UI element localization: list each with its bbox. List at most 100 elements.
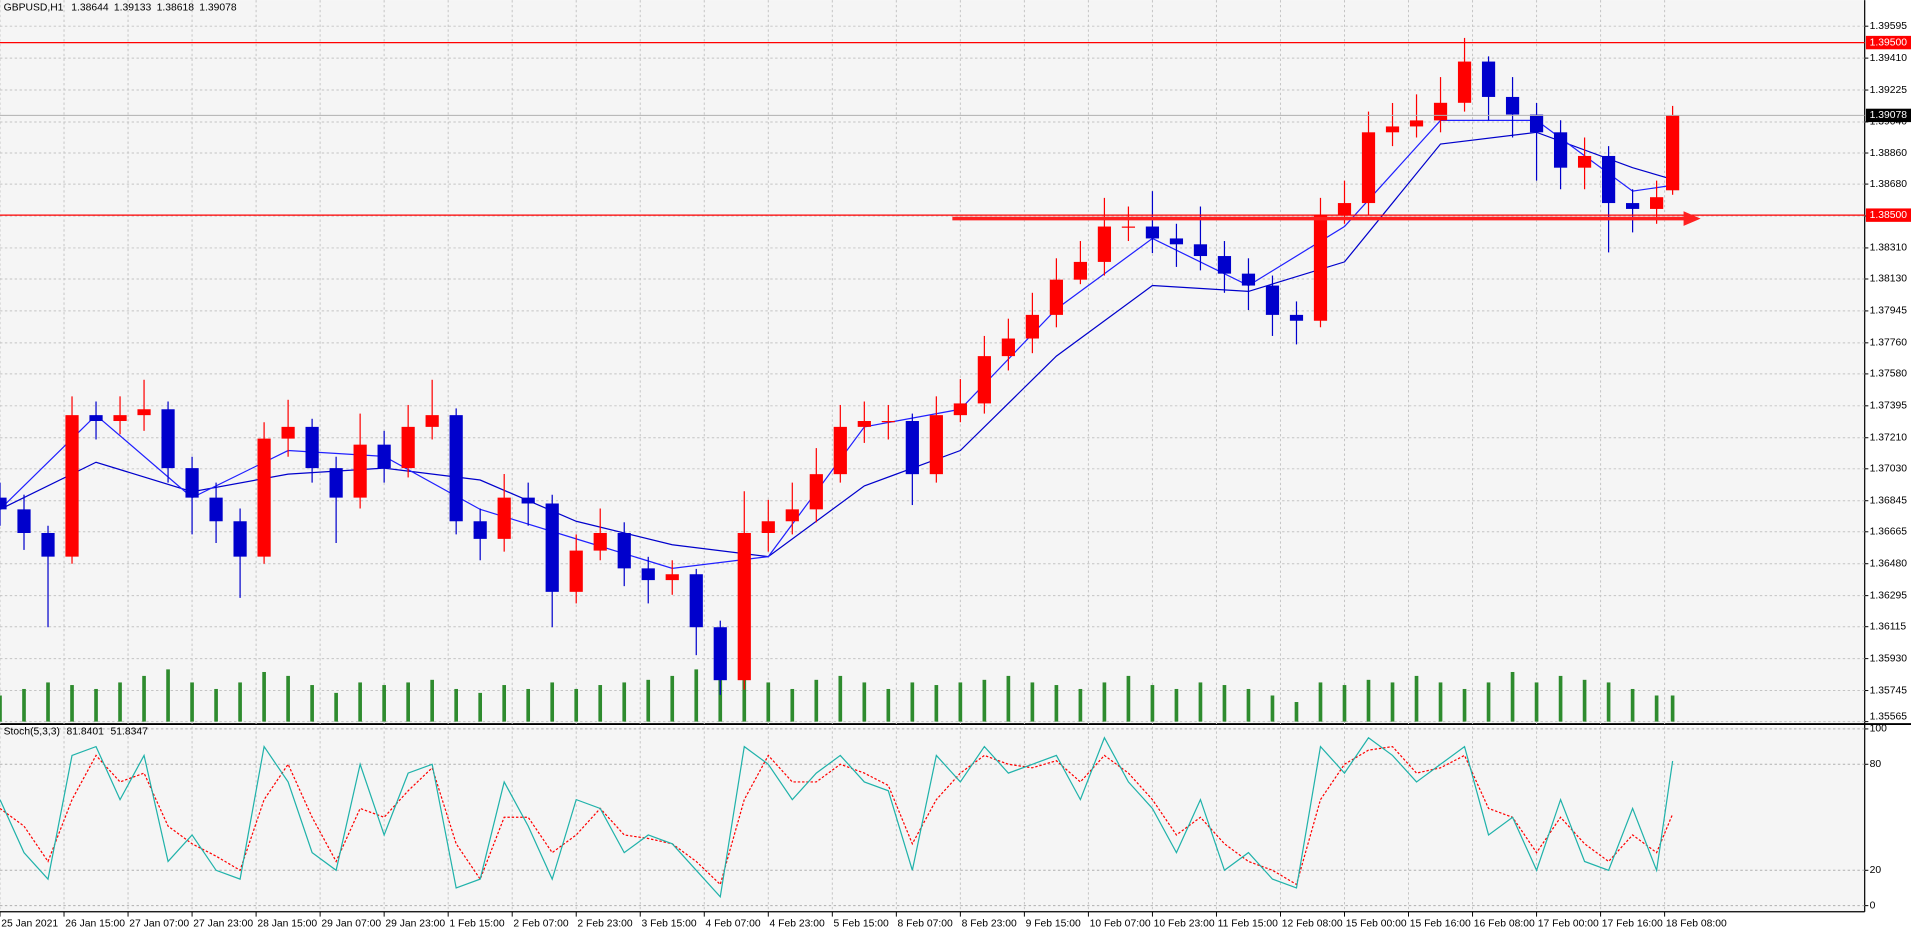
volume-bar — [1630, 688, 1635, 722]
volume-bar — [382, 685, 386, 722]
volume-bar — [262, 671, 266, 722]
y-tick-label: 1.37395 — [1870, 401, 1908, 412]
candle-body — [1121, 226, 1136, 228]
x-tick-label: 5 Feb 15:00 — [834, 919, 889, 930]
main-panel — [0, 0, 1865, 723]
candle-body — [329, 468, 343, 498]
x-tick-label: 16 Feb 08:00 — [1474, 919, 1535, 930]
candle-body — [737, 533, 751, 681]
stoch-tick-label: 0 — [1870, 900, 1876, 911]
symbol: GBPUSD,H1 — [4, 2, 64, 13]
candle-body — [953, 403, 967, 416]
candle-body — [905, 421, 919, 475]
y-tick-label: 1.35565 — [1870, 711, 1908, 722]
volume-bar — [1126, 675, 1131, 722]
candle-body — [353, 444, 367, 498]
x-tick-label: 17 Feb 00:00 — [1538, 919, 1599, 930]
candle-body — [641, 568, 655, 581]
candle-body — [569, 550, 583, 592]
volume-bar — [790, 688, 795, 722]
volume-bar — [1294, 702, 1299, 722]
candle-body — [1529, 114, 1544, 133]
candle-body — [1361, 132, 1376, 204]
volume-bar — [598, 685, 603, 722]
x-tick-label: 10 Feb 23:00 — [1154, 919, 1215, 930]
candle-body — [17, 509, 31, 533]
volume-bar — [22, 688, 26, 722]
stoch-d-last: 51.8347 — [110, 726, 148, 737]
y-tick-label: 1.35745 — [1870, 685, 1908, 696]
y-tick-label: 1.36665 — [1870, 527, 1908, 538]
volume-bar — [1390, 682, 1395, 722]
y-tick-label: 1.39225 — [1870, 85, 1908, 96]
y-tick-label: 1.36845 — [1870, 495, 1908, 506]
candle-body — [713, 627, 727, 681]
candle-body — [1001, 338, 1015, 357]
candle-body — [761, 521, 775, 533]
volume-bar — [718, 671, 723, 722]
x-tick-label: 27 Jan 23:00 — [193, 919, 253, 930]
y-tick-label: 1.37580 — [1870, 369, 1908, 380]
candle-body — [1193, 244, 1208, 257]
volume-bar — [454, 688, 458, 722]
y-tick-label: 1.38310 — [1870, 243, 1908, 254]
candle-body — [977, 356, 991, 404]
candle-body — [1650, 197, 1664, 209]
stoch-title: Stoch(5,3,3) — [4, 726, 60, 737]
stoch-k-line — [0, 736, 1674, 899]
x-tick-label: 8 Feb 23:00 — [962, 919, 1017, 930]
candle-body — [809, 474, 823, 510]
volume-bar — [286, 675, 290, 722]
candle-body — [1505, 96, 1520, 115]
volume-bar — [814, 679, 819, 722]
price-label: 1.39500 — [1870, 37, 1908, 48]
candle-body — [1025, 314, 1039, 339]
volume-bar — [94, 688, 98, 722]
stoch-panel — [0, 726, 1865, 912]
volume-bar — [1054, 685, 1059, 722]
volume-bar — [934, 685, 939, 722]
volume-bar — [238, 682, 242, 722]
candle-body — [665, 574, 679, 581]
x-tick-label: 12 Feb 08:00 — [1282, 919, 1343, 930]
x-tick-label: 2 Feb 07:00 — [513, 919, 568, 930]
price-label-bg — [1865, 208, 1911, 222]
candle-body — [1481, 61, 1496, 97]
candle-body — [1337, 203, 1352, 215]
volume-bar — [1366, 679, 1371, 722]
volume-bar — [190, 682, 194, 722]
volume-bar — [1246, 688, 1251, 722]
candle-body — [1625, 203, 1640, 209]
volume-bar — [0, 695, 2, 722]
volume-bar — [862, 682, 867, 722]
volume-bar — [910, 682, 915, 722]
volume-bar — [1534, 682, 1539, 722]
candle-body — [1241, 273, 1256, 286]
candle-body — [1049, 279, 1063, 315]
volume-bar — [646, 679, 651, 722]
volume-bar — [214, 688, 218, 722]
volume-bar — [478, 692, 483, 722]
candle-body — [305, 426, 319, 469]
candle-body — [785, 509, 799, 522]
candle-body — [545, 503, 559, 592]
candle-body — [1289, 314, 1304, 321]
x-tick-label: 15 Feb 00:00 — [1346, 919, 1407, 930]
volume-bar — [838, 675, 843, 722]
x-tick-label: 2 Feb 23:00 — [577, 919, 632, 930]
stoch-d-line — [0, 745, 1674, 886]
volume-bar — [1198, 682, 1203, 722]
candle-body — [209, 497, 223, 522]
ohlc-close: 1.39078 — [199, 2, 237, 13]
volume-bar — [574, 688, 579, 722]
candle-body — [929, 415, 943, 475]
candle-body — [65, 415, 79, 557]
x-tick-label: 4 Feb 23:00 — [770, 919, 825, 930]
y-tick-label: 1.37210 — [1870, 432, 1908, 443]
candle-body — [233, 521, 247, 557]
volume-bar — [886, 688, 891, 722]
volume-bar — [1462, 688, 1467, 722]
ohlc-high: 1.39133 — [114, 2, 152, 13]
